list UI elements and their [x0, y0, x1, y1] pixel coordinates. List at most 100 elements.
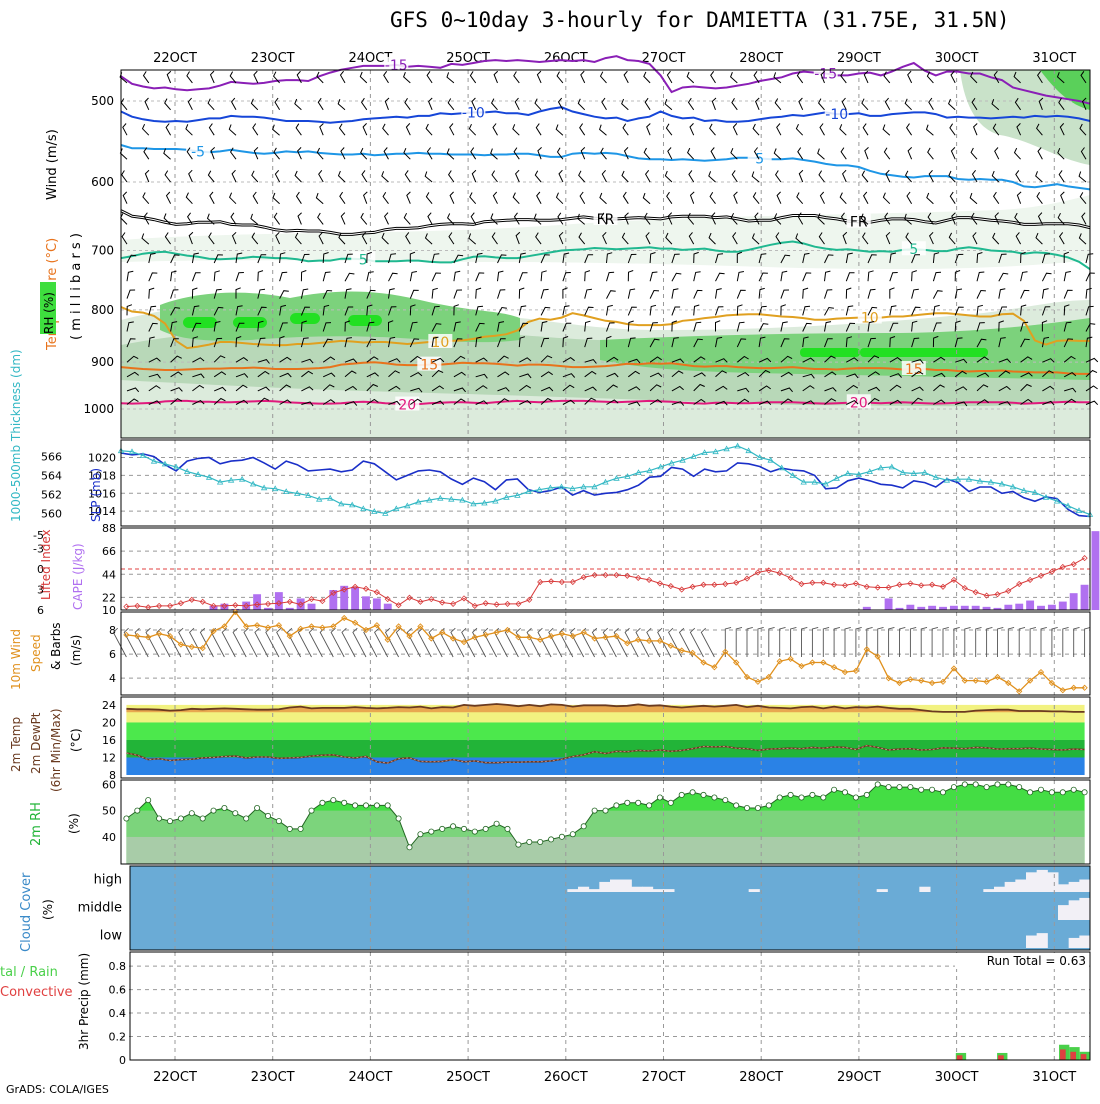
- wind-barb: [231, 231, 237, 245]
- wind-barb: [845, 252, 853, 264]
- wind-barb: [907, 147, 913, 160]
- isotherm-label: -15: [814, 67, 837, 83]
- wind-barb: [148, 336, 155, 348]
- surface-wind-barb: [199, 627, 214, 658]
- wind-barb: [453, 254, 464, 264]
- wind-barb: [758, 336, 766, 348]
- surface-wind-barb: [384, 627, 399, 658]
- lifted-index-marker: [961, 585, 968, 592]
- wind-speed-marker: [537, 636, 544, 643]
- wind-barb: [1063, 251, 1070, 263]
- lifted-index-marker: [591, 572, 598, 579]
- wind-barb: [540, 321, 548, 332]
- thickness-marker: [161, 460, 169, 467]
- rh-mask: [126, 780, 1085, 848]
- wind-barb: [518, 336, 526, 348]
- wind-barb: [513, 71, 520, 84]
- cape-bar: [383, 603, 392, 610]
- wind-barb: [230, 97, 237, 111]
- rh-marker: [678, 791, 685, 798]
- wind-speed-marker: [624, 640, 631, 647]
- surface-wind-barb: [243, 627, 258, 658]
- wind-barb: [431, 400, 445, 406]
- wind-barb: [1041, 288, 1049, 299]
- wind-barb: [606, 384, 618, 392]
- wind-barb: [693, 251, 699, 264]
- surface-wind-barb: [635, 627, 650, 658]
- surface-wind-barb: [811, 626, 819, 657]
- lifted-index-marker: [384, 596, 391, 603]
- surface-wind-barb: [757, 626, 764, 657]
- wind-barb: [170, 387, 183, 392]
- wind-barb: [693, 289, 703, 299]
- wind-barb: [425, 192, 433, 205]
- wind-barb: [322, 372, 336, 378]
- wind-barb: [339, 70, 346, 84]
- rh-marker: [526, 839, 533, 846]
- lifted-index-marker: [548, 578, 555, 585]
- thickness-marker: [536, 486, 543, 493]
- wind-barb: [885, 231, 891, 245]
- wind-barb: [824, 321, 832, 332]
- wind-barb: [802, 322, 812, 332]
- wind-barb: [475, 272, 485, 282]
- wind-barb: [558, 231, 564, 245]
- cloud-cell-high: [748, 889, 760, 892]
- lifted-index-marker: [711, 581, 718, 588]
- date-tick-bottom: 26OCT: [544, 1070, 588, 1085]
- surface-wind-barb: [330, 627, 345, 658]
- wind-barb: [431, 369, 444, 378]
- rh-marker: [460, 825, 467, 832]
- wind-barb: [475, 252, 483, 264]
- wind-barb: [1020, 356, 1033, 363]
- wind-barb: [344, 320, 351, 332]
- rh-marker: [733, 802, 740, 809]
- thickness-marker: [855, 471, 862, 477]
- wind-barb: [1042, 358, 1055, 363]
- lifted-index-marker: [1070, 561, 1077, 568]
- isotherm-label: FR: [597, 212, 615, 228]
- cloud-cell-high: [919, 886, 931, 892]
- thickness-line: [120, 445, 1091, 515]
- wind-barb: [366, 383, 378, 392]
- wind-barb: [119, 148, 128, 160]
- wind-barb: [431, 357, 445, 363]
- pressure-tick: 1000: [83, 402, 114, 416]
- date-tick-top: 29OCT: [837, 51, 881, 66]
- wind-barb: [446, 72, 455, 84]
- lifted-index-marker: [624, 572, 631, 579]
- rh-marker: [254, 805, 261, 812]
- wind-barb: [1064, 387, 1077, 393]
- wind-speed-marker: [210, 628, 217, 635]
- cape-tick: 66: [102, 545, 116, 558]
- wind-barb: [1060, 191, 1065, 204]
- wind-barb: [518, 287, 525, 299]
- lifted-index-marker: [428, 596, 435, 603]
- wind-barb: [885, 169, 891, 183]
- wind-barb: [693, 383, 705, 392]
- wind-barb: [191, 336, 199, 348]
- wind-barb: [448, 232, 455, 245]
- lifted-index-marker: [754, 569, 761, 576]
- wind-barb: [453, 355, 466, 363]
- wind-barb: [513, 212, 520, 225]
- thickness-marker: [976, 477, 984, 484]
- lifted-index-marker: [308, 596, 315, 603]
- wind-barb: [206, 213, 215, 225]
- thickness-marker: [1009, 483, 1017, 490]
- cape-tick: 88: [102, 522, 116, 535]
- rh-marker: [482, 825, 489, 832]
- rh-marker: [373, 802, 380, 809]
- wind-barb: [431, 323, 442, 332]
- wind-barb: [867, 288, 876, 299]
- wind-speed-marker: [754, 678, 762, 685]
- wind-speed-marker: [591, 635, 598, 642]
- cape-bar: [1091, 531, 1100, 610]
- wind-barb: [736, 321, 745, 332]
- surface-wind-barb: [768, 626, 775, 657]
- wind-barb: [300, 253, 310, 264]
- lifted-index-marker: [504, 600, 511, 607]
- surface-wind-barb: [735, 626, 743, 657]
- lifted-index-marker: [929, 581, 936, 588]
- lifted-index-marker: [243, 602, 250, 609]
